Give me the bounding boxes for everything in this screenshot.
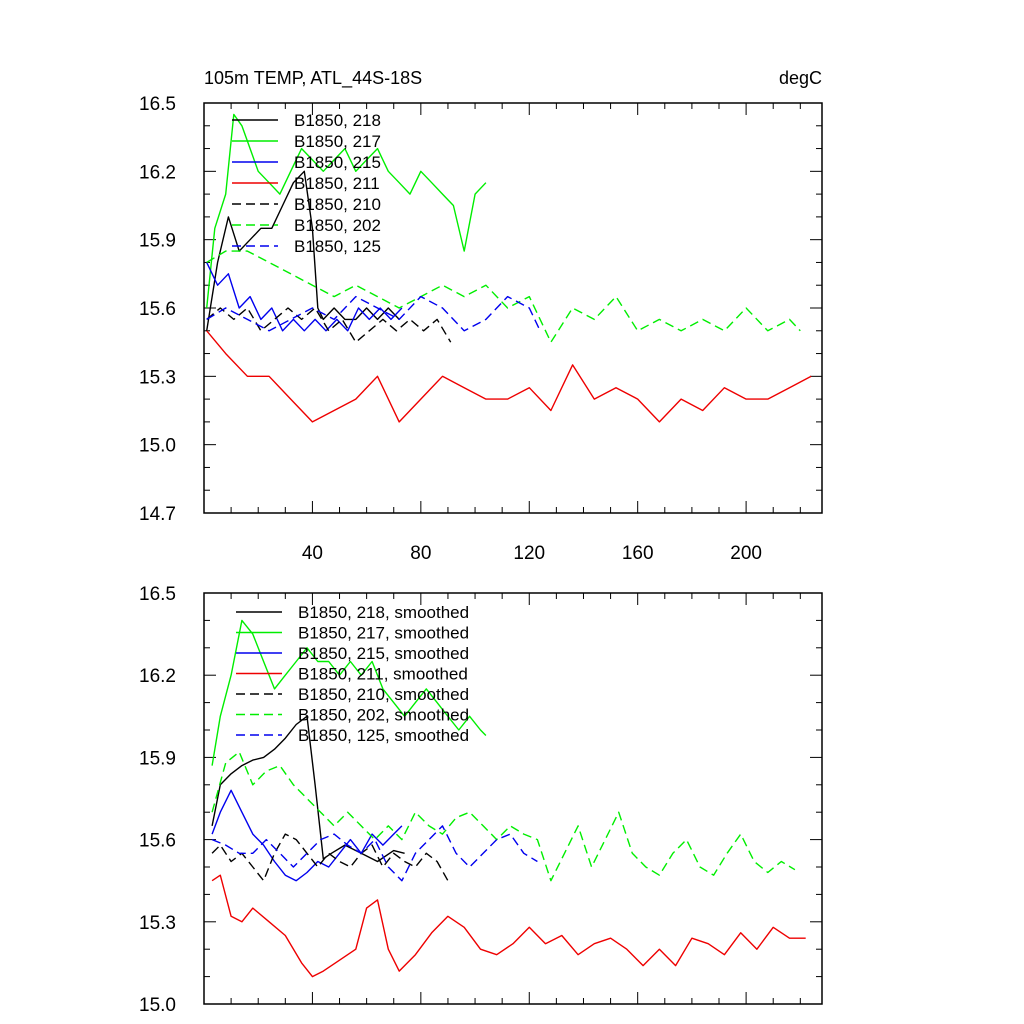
bottom-series-line (211, 874, 806, 978)
units-label: degC (779, 68, 822, 88)
y-tick-label: 15.3 (139, 367, 176, 388)
bottom-axis-ticks: 15.0 15.3 15.6 15.9 16.2 16.5 (139, 584, 822, 1016)
legend-label: B1850, 125 (294, 237, 381, 256)
legend-label: B1850, 217, smoothed (298, 624, 469, 643)
top-series-line (206, 250, 801, 343)
bottom-series-line (211, 789, 403, 882)
legend-label: B1850, 210, smoothed (298, 685, 469, 704)
legend-label: B1850, 218, smoothed (298, 603, 469, 622)
y-tick-label: 15.6 (139, 831, 176, 852)
top-series-line (206, 330, 812, 423)
bottom-legend: B1850, 218, smoothed B1850, 217, smoothed… (236, 603, 469, 745)
top-series-line (206, 113, 487, 309)
chart-title: 105m TEMP, ATL_44S-18S (204, 68, 422, 89)
top-series-lines (206, 113, 812, 423)
x-tick-label: 200 (730, 543, 762, 564)
legend-label: B1850, 211 (294, 174, 380, 193)
legend-label: B1850, 215, smoothed (298, 644, 469, 663)
top-panel: 14.7 15.0 15.3 15.6 15.9 16.2 16.5 40 80 120 160 20… (139, 94, 823, 564)
top-series-line (206, 295, 541, 332)
x-tick-label: 80 (410, 543, 431, 564)
bottom-series-line (211, 619, 487, 766)
y-tick-label: 15.0 (139, 995, 176, 1016)
bottom-series-lines (211, 619, 806, 978)
y-tick-label: 15.3 (139, 913, 176, 934)
x-tick-label: 120 (513, 543, 545, 564)
legend-label: B1850, 202, smoothed (298, 706, 469, 725)
bottom-plot-frame (203, 592, 823, 1005)
y-tick-label: 15.6 (139, 299, 176, 320)
x-tick-label: 160 (622, 543, 654, 564)
legend-label: B1850, 202 (294, 216, 381, 235)
y-tick-label: 15.0 (139, 436, 176, 457)
legend-label: B1850, 211, smoothed (298, 665, 468, 684)
bottom-series-line (211, 825, 538, 882)
legend-label: B1850, 215 (294, 153, 381, 172)
bottom-panel: 15.0 15.3 15.6 15.9 16.2 16.5 B1850, 218, smo… (139, 584, 823, 1016)
top-series-line (206, 170, 400, 331)
x-tick-label: 40 (302, 543, 323, 564)
bottom-series-line (211, 751, 796, 882)
bottom-series-line (211, 715, 405, 863)
y-tick-label: 16.2 (139, 666, 176, 687)
top-axis-ticks: 14.7 15.0 15.3 15.6 15.9 16.2 16.5 40 80 120 160 20… (139, 94, 822, 564)
y-tick-label: 16.5 (139, 94, 176, 115)
bottom-series-line (211, 833, 449, 882)
top-legend: B1850, 218 B1850, 217 B1850, 215 B1850, 211… (232, 111, 381, 256)
y-tick-label: 15.9 (139, 231, 176, 252)
legend-label: B1850, 125, smoothed (298, 726, 469, 745)
legend-label: B1850, 210 (294, 195, 381, 214)
y-tick-label: 16.2 (139, 162, 176, 183)
top-series-line (206, 262, 403, 332)
y-tick-label: 15.9 (139, 748, 176, 769)
y-tick-label: 14.7 (139, 504, 176, 525)
y-tick-label: 16.5 (139, 584, 176, 605)
legend-label: B1850, 217 (294, 132, 381, 151)
legend-label: B1850, 218 (294, 111, 381, 130)
